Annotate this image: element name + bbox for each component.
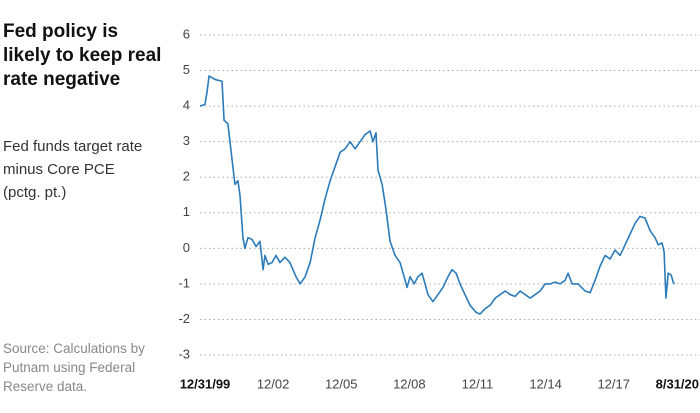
- y-tick-label: 5: [183, 62, 190, 77]
- source-note: Source: Calculations by Putnam using Fed…: [3, 341, 145, 394]
- x-tick-label: 12/31/99: [180, 376, 231, 391]
- x-tick-label: 12/14: [529, 376, 562, 391]
- x-tick-label: 8/31/20: [656, 376, 699, 391]
- data-line: [199, 75, 676, 315]
- y-tick-label: 2: [183, 169, 190, 184]
- x-tick-label: 12/08: [393, 376, 426, 391]
- x-tick-label: 12/05: [325, 376, 358, 391]
- y-tick-label: 1: [183, 204, 190, 219]
- x-tick-label: 12/02: [257, 376, 290, 391]
- chart-title: Fed policy is likely to keep real rate n…: [3, 21, 162, 90]
- y-tick-label: 4: [183, 98, 190, 113]
- chart-subtitle: Fed funds target rate minus Core PCE (pc…: [3, 138, 143, 201]
- x-tick-label: 12/17: [597, 376, 630, 391]
- y-tick-label: 3: [183, 133, 190, 148]
- x-tick-label: 12/11: [462, 376, 494, 391]
- y-tick-label: -2: [178, 311, 190, 326]
- y-tick-label: -1: [178, 275, 190, 290]
- y-tick-label: 0: [183, 240, 190, 255]
- y-tick-label: -3: [178, 346, 190, 361]
- y-tick-label: 6: [183, 26, 190, 41]
